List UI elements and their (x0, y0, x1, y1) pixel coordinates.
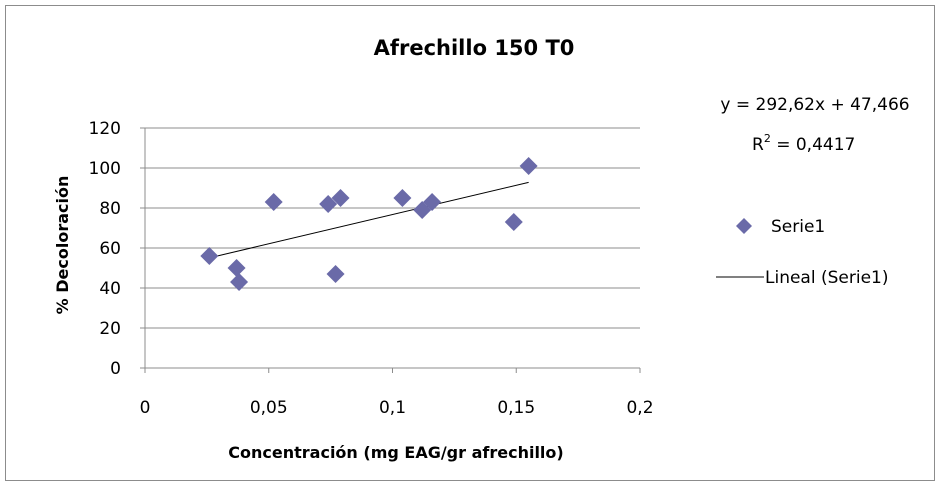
legend-marker-serie1 (736, 218, 752, 234)
x-tick-label: 0 (140, 398, 151, 418)
r-squared-value: = 0,4417 (771, 135, 856, 155)
r-squared-prefix: R (752, 135, 764, 155)
trendline-equation: y = 292,62x + 47,466 (720, 95, 909, 115)
data-point (230, 273, 249, 291)
y-tick-label: 100 (89, 159, 121, 179)
chart-title: Afrechillo 150 T0 (374, 36, 575, 60)
data-points (200, 157, 538, 291)
chart-frame (5, 5, 935, 481)
y-tick-label: 20 (99, 319, 121, 339)
x-tick-label: 0,05 (250, 398, 288, 418)
x-axis-title: Concentración (mg EAG/gr afrechillo) (228, 443, 563, 462)
data-point (319, 195, 338, 213)
y-tick-label: 80 (99, 199, 121, 219)
x-tick-label: 0,15 (497, 398, 535, 418)
y-tick-label: 40 (99, 279, 121, 299)
data-point (326, 265, 345, 283)
grid-lines (140, 127, 641, 373)
data-point (200, 247, 219, 265)
y-tick-labels: 0 20 40 60 80 100 120 (89, 119, 121, 379)
x-tick-label: 0,2 (626, 398, 653, 418)
data-point (331, 189, 350, 207)
data-point (393, 189, 412, 207)
data-point (227, 259, 246, 277)
r-squared-exponent: 2 (764, 132, 771, 145)
legend-label-trendline: Lineal (Serie1) (765, 268, 888, 288)
legend: Serie1 Lineal (Serie1) (716, 217, 888, 288)
data-point (519, 157, 538, 175)
data-point (423, 193, 442, 211)
trendline (209, 181, 529, 259)
x-tick-label: 0,1 (379, 398, 406, 418)
y-tick-label: 60 (99, 239, 121, 259)
x-tick-labels: 0 0,05 0,1 0,15 0,2 (140, 398, 654, 418)
y-tick-label: 0 (110, 359, 121, 379)
data-point (504, 213, 523, 231)
y-tick-label: 120 (89, 119, 121, 139)
legend-label-serie1: Serie1 (771, 217, 825, 237)
data-point (264, 193, 283, 211)
r-squared-label: R2 = 0,4417 (752, 132, 855, 155)
y-axis-title: % Decoloración (53, 176, 72, 315)
